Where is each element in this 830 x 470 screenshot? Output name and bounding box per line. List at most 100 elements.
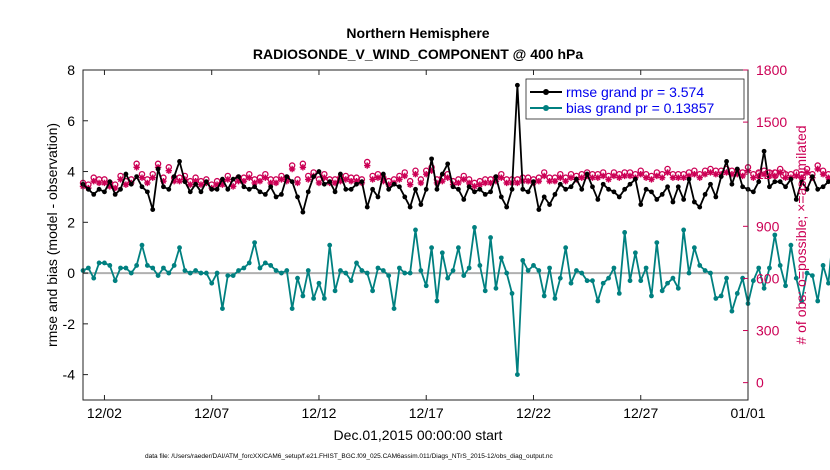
chart-title: Northern Hemisphere xyxy=(346,25,489,41)
obs-assimilated-point xyxy=(192,177,199,185)
y-axis-right-label: # of obs: o=possible; ×=assimilated xyxy=(793,125,809,344)
bias-point xyxy=(332,288,338,294)
rmse-point xyxy=(295,194,300,200)
obs-assimilated-point xyxy=(401,172,408,180)
y-tick-label: 6 xyxy=(67,113,75,129)
x-tick-label: 12/07 xyxy=(194,405,229,421)
bias-point xyxy=(91,275,97,281)
obs-assimilated-point xyxy=(229,183,237,190)
bias-point xyxy=(364,270,370,276)
rmse-point xyxy=(450,184,456,190)
bias-point xyxy=(209,280,215,286)
bias-point xyxy=(638,278,644,284)
bias-point xyxy=(402,270,408,276)
rmse-point xyxy=(348,186,354,192)
rmse-point xyxy=(793,197,799,202)
plot-frame xyxy=(82,69,749,401)
rmse-point xyxy=(429,156,434,162)
obs-assimilated-point xyxy=(471,183,478,190)
bias-point xyxy=(606,275,611,281)
bias-point xyxy=(579,270,585,276)
obs-assimilated-point xyxy=(750,174,757,181)
rmse-point xyxy=(155,166,161,172)
bias-point xyxy=(112,278,118,284)
obs-assimilated-point xyxy=(482,179,489,187)
rmse-point xyxy=(203,179,209,185)
obs-assimilated-point xyxy=(176,177,183,185)
obs-assimilated-point xyxy=(637,171,644,178)
rmse-point xyxy=(397,184,402,190)
bias-point xyxy=(708,270,713,276)
rmse-point xyxy=(654,197,660,202)
obs-assimilated-point xyxy=(187,181,194,188)
rmse-point xyxy=(729,181,735,187)
rmse-point xyxy=(504,204,510,210)
rmse-point xyxy=(772,179,778,185)
rmse-point xyxy=(214,186,220,192)
data-file-note: data file: /Users/raeder/DAI/ATM_forcXX/… xyxy=(145,453,554,460)
bias-point xyxy=(552,296,558,301)
obs-assimilated-point xyxy=(412,171,419,178)
bias-point xyxy=(128,270,134,276)
bias-point xyxy=(375,265,381,271)
rmse-point xyxy=(257,189,263,195)
x-tick-label: 01/01 xyxy=(730,405,765,421)
bias-point xyxy=(627,278,633,284)
bias-point xyxy=(557,275,563,281)
x-axis-label: Dec.01,2015 00:00:00 start xyxy=(334,427,503,443)
bias-point xyxy=(338,268,343,273)
obs-assimilated-point xyxy=(122,181,130,188)
rmse-point xyxy=(799,179,805,185)
obs-assimilated-point xyxy=(776,169,784,176)
rmse-point xyxy=(439,171,445,177)
rmse-point xyxy=(96,186,102,192)
bias-point xyxy=(724,275,729,281)
bias-point xyxy=(777,263,783,268)
bias-point xyxy=(161,265,166,271)
bias-point xyxy=(750,278,756,284)
obs-assimilated-point xyxy=(288,165,296,173)
y-right-tick-label: 600 xyxy=(756,270,780,286)
bias-point xyxy=(498,255,504,261)
bias-point xyxy=(799,298,805,304)
obs-assimilated-point xyxy=(798,174,805,181)
rmse-point xyxy=(547,202,552,207)
obs-assimilated-point xyxy=(315,179,323,187)
rmse-point xyxy=(354,181,359,187)
obs-assimilated-point xyxy=(385,181,392,188)
bias-point xyxy=(166,270,172,276)
bias-point xyxy=(654,240,660,246)
rmse-point xyxy=(171,174,177,180)
obs-assimilated-point xyxy=(626,172,634,180)
obs-assimilated-point xyxy=(825,174,830,181)
bias-point xyxy=(783,283,788,289)
y-right-tick-label: 1800 xyxy=(756,62,787,78)
rmse-point xyxy=(273,194,279,200)
rmse-point xyxy=(445,161,451,167)
rmse-point xyxy=(300,209,306,215)
rmse-point xyxy=(815,186,821,192)
bias-point xyxy=(536,268,542,273)
obs-assimilated-point xyxy=(701,171,709,178)
obs-assimilated-point xyxy=(782,174,789,181)
rmse-point xyxy=(788,176,794,182)
bias-point xyxy=(327,242,333,248)
x-axis-ticks: 12/02 12/07 12/12 12/17 12/22 12/27 01/01 xyxy=(87,70,766,421)
rmse-point xyxy=(665,184,670,190)
bias-point xyxy=(520,257,526,263)
bias-point xyxy=(622,230,628,235)
bias-point xyxy=(144,263,150,268)
rmse-point xyxy=(134,174,140,180)
bias-point xyxy=(391,306,397,312)
rmse-point xyxy=(343,186,349,192)
rmse-point xyxy=(91,191,97,197)
bias-point xyxy=(670,275,676,281)
rmse-point xyxy=(638,202,644,207)
obs-assimilated-point xyxy=(133,164,140,171)
rmse-point xyxy=(632,176,638,182)
obs-assimilated-point xyxy=(760,171,768,178)
obs-assimilated-point xyxy=(771,172,779,180)
rmse-point xyxy=(418,202,424,207)
obs-assimilated-point xyxy=(621,172,628,180)
y-right-tick-label: 1200 xyxy=(756,166,787,182)
